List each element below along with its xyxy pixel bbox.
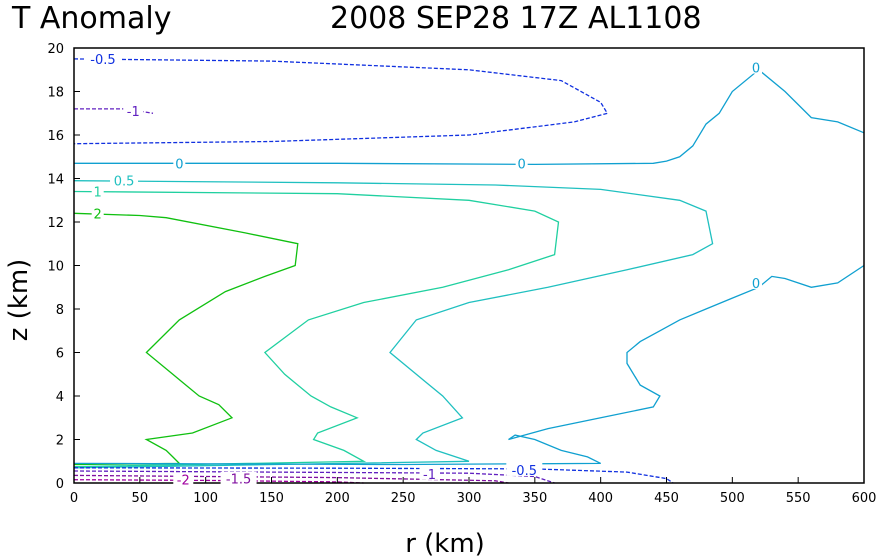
x-tick-label: 300 (457, 491, 482, 506)
contour-label-background (220, 471, 257, 485)
x-tick-label: 400 (588, 491, 613, 506)
plot-frame (73, 47, 865, 484)
contour-label-background (91, 184, 104, 198)
contour-label: 0 (752, 277, 760, 292)
contour-label-background (750, 60, 763, 74)
contour-line-cm1p5 (73, 474, 509, 484)
contour-label: -1 (127, 105, 140, 120)
y-axis-label: z (km) (4, 259, 34, 342)
contour-layer (73, 58, 865, 484)
contour-label-background (173, 472, 194, 486)
contour-label-background (750, 275, 763, 289)
y-tick-label: 16 (47, 129, 64, 144)
x-tick-label: 200 (325, 491, 350, 506)
y-tick-label: 6 (56, 347, 64, 362)
contour-label: -1.5 (226, 473, 251, 488)
contour-label-background (419, 466, 440, 480)
y-tick-label: 12 (47, 216, 64, 231)
contour-line-cm0p5_low (73, 467, 674, 484)
x-tick-label: 150 (259, 491, 284, 506)
chart-title-right: 2008 SEP28 17Z AL1108 (330, 1, 702, 36)
y-tick-label: 14 (47, 173, 64, 188)
contour-label: -0.5 (90, 53, 115, 68)
contour-line-c0p5 (73, 180, 714, 469)
contour-label: -2 (177, 474, 190, 489)
contour-label: 0 (175, 157, 183, 172)
x-tick-label: 50 (132, 491, 149, 506)
contour-label: -1 (423, 468, 436, 483)
contour-label: 0 (518, 157, 526, 172)
y-tick-label: 4 (56, 390, 64, 405)
x-tick-label: 350 (522, 491, 547, 506)
contour-label-background (84, 51, 121, 65)
contour-label: 0 (752, 62, 760, 77)
contour-label-background (173, 156, 186, 170)
y-tick-label: 10 (47, 260, 64, 275)
contour-label-background (123, 104, 144, 118)
contour-label: 1 (94, 186, 102, 201)
x-tick-label: 550 (786, 491, 811, 506)
x-tick-label: 100 (193, 491, 218, 506)
contour-label-background (515, 156, 528, 170)
y-tick-label: 0 (56, 477, 64, 492)
chart-title-left: T Anomaly (11, 1, 171, 36)
contour-line-c1 (73, 190, 560, 468)
y-tick-label: 20 (47, 42, 64, 57)
x-axis-label: r (km) (405, 529, 485, 558)
y-tick-label: 18 (47, 86, 64, 101)
contour-label: 0.5 (114, 175, 135, 190)
contour-label: -0.5 (512, 464, 537, 479)
x-tick-label: 500 (720, 491, 745, 506)
contour-line-c0_low (73, 264, 865, 466)
contour-label-background (506, 462, 543, 476)
y-tick-label: 2 (56, 434, 64, 449)
contour-label-background (91, 206, 104, 220)
contour-label-layer: -0.5 -1 0 0 0.5 1 2 0 0 -0.5 -1 -1.5 -2 (84, 51, 763, 489)
x-tick-label: 600 (852, 491, 877, 506)
x-tick-label: 0 (70, 491, 78, 506)
contour-label: 2 (94, 207, 102, 222)
contour-line-cm0p5_top (73, 58, 609, 145)
contour-line-c0_mid (74, 68, 865, 166)
x-axis: 0 50 100 150 200 250 300 350 400 450 500 550 600 (70, 477, 877, 506)
y-axis: 0 2 4 6 8 10 12 14 16 18 20 (47, 42, 80, 492)
contour-label-background (110, 173, 139, 187)
contour-line-c2 (73, 212, 299, 466)
x-tick-label: 450 (654, 491, 679, 506)
x-tick-label: 250 (391, 491, 416, 506)
y-tick-label: 8 (56, 303, 64, 318)
